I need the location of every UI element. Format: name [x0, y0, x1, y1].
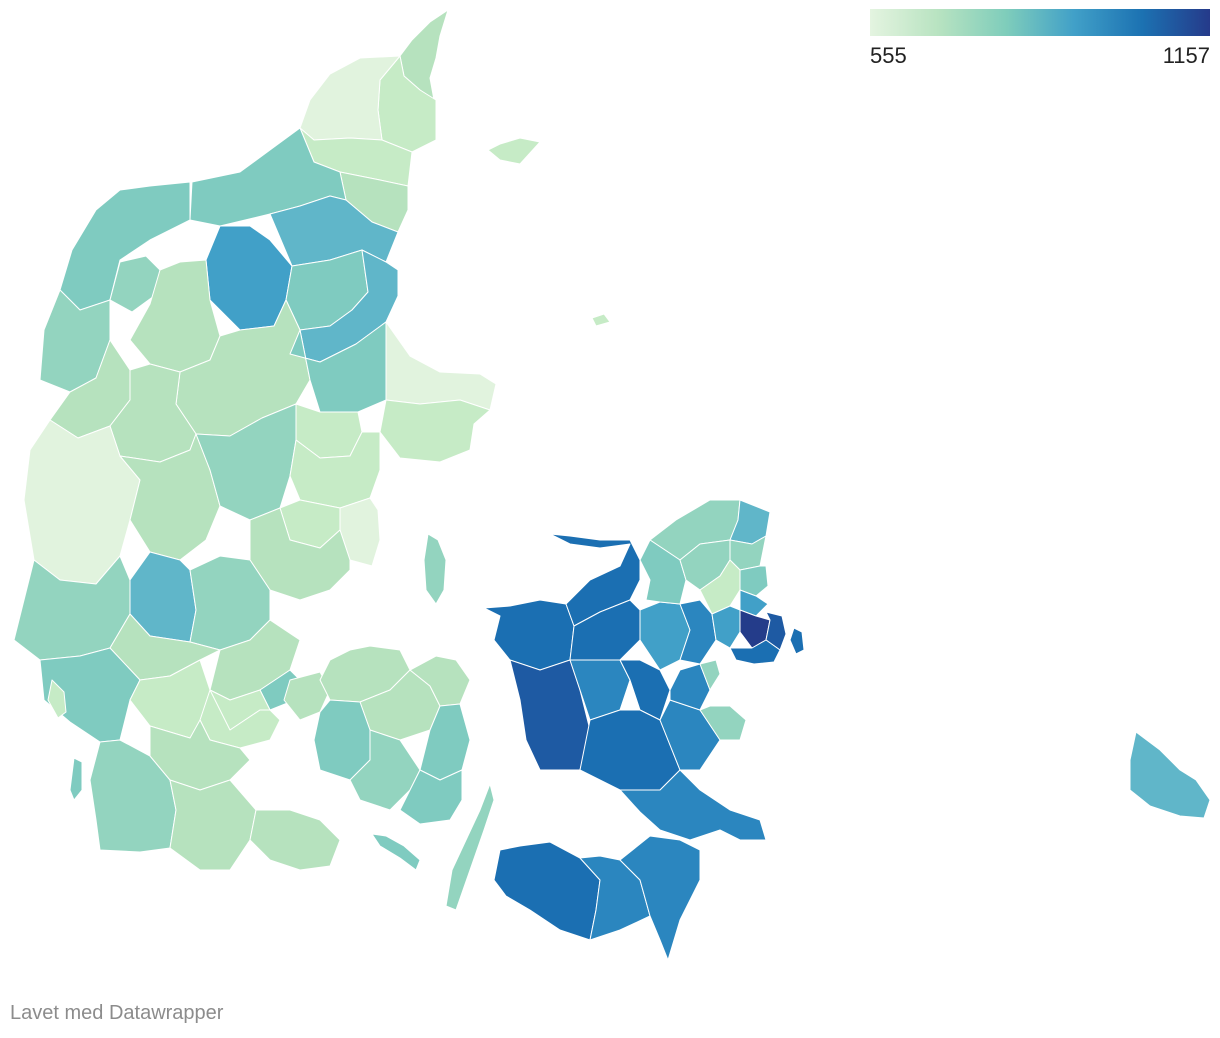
color-legend: 555 1157 [870, 9, 1210, 71]
region-syddjurs[interactable] [379, 399, 491, 463]
region-haderslev[interactable] [149, 719, 251, 791]
region-greve[interactable] [699, 659, 721, 691]
region-norddjurs[interactable] [385, 321, 497, 411]
region-amager[interactable] [789, 627, 805, 655]
region-aero[interactable] [371, 833, 421, 871]
region-soro[interactable] [569, 659, 631, 721]
region-svendborg[interactable] [399, 769, 463, 825]
region-guldborgsund[interactable] [619, 835, 701, 961]
region-ringsted[interactable] [619, 659, 671, 721]
region-halsnaes[interactable] [639, 539, 687, 605]
region-hvidovre[interactable] [729, 639, 781, 665]
legend-gradient-bar [870, 9, 1210, 36]
region-anholt[interactable] [591, 313, 611, 327]
region-aabenraa[interactable] [169, 779, 257, 871]
region-gladsaxe[interactable] [739, 589, 769, 617]
region-vordingborg[interactable] [619, 769, 767, 841]
credit-text: Lavet med Datawrapper [10, 1002, 224, 1024]
region-roskilde[interactable] [679, 599, 717, 665]
region-lolland[interactable] [493, 841, 601, 941]
legend-min-label: 555 [870, 43, 907, 68]
region-stevns[interactable] [699, 705, 747, 741]
region-aarhus[interactable] [289, 431, 381, 509]
region-laeso[interactable] [487, 137, 541, 165]
region-samso[interactable] [423, 533, 447, 605]
legend-max-label: 1157 [1162, 43, 1210, 68]
region-kalundborg[interactable] [483, 599, 575, 671]
region-ballerup[interactable] [711, 605, 741, 649]
region-bornholm[interactable] [1129, 731, 1211, 819]
region-lolland-east[interactable] [579, 855, 651, 941]
legend-labels: 555 1157 [870, 41, 1210, 71]
region-sonderborg[interactable] [249, 809, 341, 871]
region-romo[interactable] [69, 757, 83, 801]
region-fano[interactable] [47, 679, 67, 719]
region-herning[interactable] [119, 433, 221, 561]
region-langeland[interactable] [445, 783, 495, 911]
